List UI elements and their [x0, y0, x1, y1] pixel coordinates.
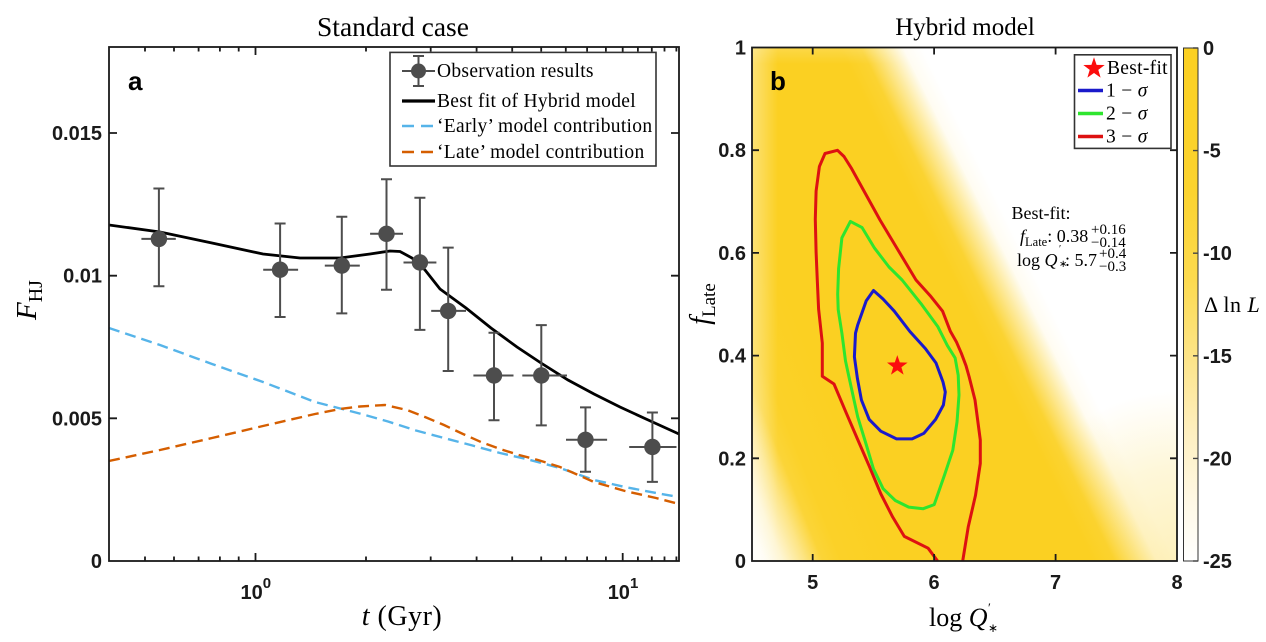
svg-text:-25: -25 [1203, 551, 1232, 573]
svg-text:3 − σ: 3 − σ [1106, 127, 1149, 148]
svg-text:−0.3: −0.3 [1099, 259, 1126, 275]
svg-text:log Q: log Q [929, 603, 988, 632]
svg-text:1: 1 [735, 38, 746, 60]
svg-text:′: ′ [988, 600, 991, 615]
svg-text:Best-fit:: Best-fit: [1012, 203, 1071, 223]
svg-text:0.4: 0.4 [718, 346, 747, 368]
svg-text:0.8: 0.8 [718, 140, 746, 162]
svg-text:log Q: log Q [1017, 250, 1058, 270]
svg-text:1 − σ: 1 − σ [1106, 81, 1149, 102]
svg-text:0.015: 0.015 [52, 123, 102, 145]
svg-text:t (Gyr): t (Gyr) [362, 601, 442, 632]
svg-text:0: 0 [91, 551, 102, 573]
svg-text:-5: -5 [1203, 141, 1221, 163]
svg-text:7: 7 [1050, 572, 1061, 594]
svg-text:6: 6 [929, 572, 940, 594]
svg-text:0.01: 0.01 [63, 266, 102, 288]
svg-text:5: 5 [807, 572, 818, 594]
svg-text:′: ′ [1059, 244, 1061, 255]
svg-text:Best fit of Hybrid model: Best fit of Hybrid model [437, 91, 636, 112]
svg-text:0.2: 0.2 [718, 448, 746, 470]
svg-text:Standard case: Standard case [317, 11, 469, 42]
svg-text:8: 8 [1171, 572, 1182, 594]
svg-text:2 − σ: 2 − σ [1106, 104, 1149, 125]
svg-text:0: 0 [735, 551, 746, 573]
svg-text:b: b [770, 66, 786, 96]
svg-text:-10: -10 [1203, 243, 1232, 265]
svg-text:fLate: 0.38: fLate: 0.38 [1020, 226, 1088, 249]
svg-text:FHJ: FHJ [11, 280, 47, 321]
svg-text:-20: -20 [1203, 448, 1232, 470]
svg-text:Observation results: Observation results [437, 61, 594, 82]
svg-text:a: a [128, 66, 143, 96]
svg-text:Best-fit: Best-fit [1107, 58, 1168, 79]
svg-text:Hybrid model: Hybrid model [895, 14, 1035, 41]
svg-text:0.6: 0.6 [718, 243, 746, 265]
svg-text:-15: -15 [1203, 346, 1232, 368]
svg-text:0: 0 [1203, 38, 1214, 60]
svg-text:‘Late’ model contribution: ‘Late’ model contribution [437, 142, 645, 163]
svg-text:: 5.7: : 5.7 [1065, 250, 1097, 270]
svg-text:∗: ∗ [988, 621, 998, 635]
svg-text:−0.14: −0.14 [1091, 235, 1126, 251]
svg-text:Δ ln L: Δ ln L [1204, 292, 1260, 317]
svg-text:fLate: fLate [685, 283, 720, 325]
svg-text:0.005: 0.005 [52, 408, 102, 430]
svg-text:+0.16: +0.16 [1091, 222, 1126, 238]
svg-text:+0.4: +0.4 [1099, 246, 1127, 262]
svg-text:‘Early’ model contribution: ‘Early’ model contribution [437, 116, 652, 137]
svg-text:∗: ∗ [1059, 259, 1067, 270]
